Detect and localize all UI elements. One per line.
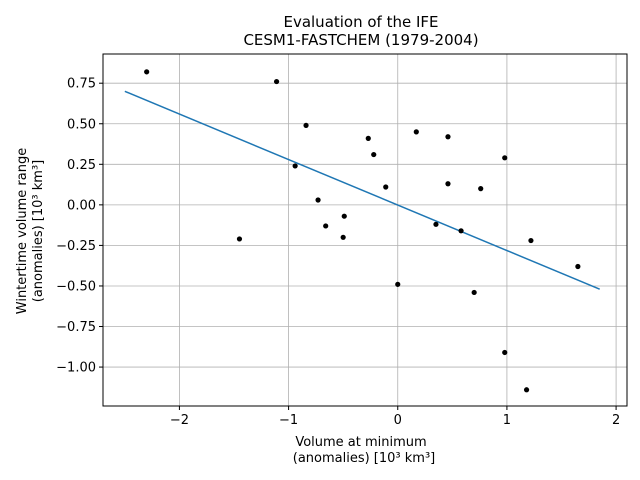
x-tick-label: 2 xyxy=(612,413,620,428)
plot-frame xyxy=(102,53,628,407)
data-point xyxy=(144,69,150,75)
grid xyxy=(103,54,627,406)
data-point xyxy=(478,186,484,192)
data-point xyxy=(523,387,530,393)
y-tick-label: 0.25 xyxy=(67,158,96,173)
data-point xyxy=(315,197,321,203)
data-point xyxy=(371,151,377,158)
data-point xyxy=(292,163,298,169)
data-point xyxy=(383,184,389,190)
data-point xyxy=(575,263,581,270)
data-point xyxy=(502,155,508,161)
y-axis-label-line2: (anomalies) [10³ km³] xyxy=(31,160,46,303)
data-point xyxy=(340,234,346,240)
y-tick-label: −0.75 xyxy=(56,320,96,335)
data-point xyxy=(236,236,243,242)
regression-line-layer xyxy=(124,90,600,290)
data-point xyxy=(433,221,439,227)
y-tick-label: 0.50 xyxy=(67,117,96,132)
data-point xyxy=(445,181,451,187)
x-axis-label-line2: (anomalies) [10³ km³] xyxy=(293,451,436,466)
x-tick-label: 1 xyxy=(503,413,511,428)
data-point xyxy=(502,349,508,356)
x-tick-label: −2 xyxy=(170,413,189,428)
x-tick-label: −1 xyxy=(279,413,298,428)
data-point xyxy=(341,213,347,219)
data-point xyxy=(323,223,329,229)
y-axis-label-line1: Wintertime volume range xyxy=(15,148,30,314)
data-point xyxy=(458,228,464,234)
x-tick-label: 0 xyxy=(394,413,402,428)
chart-title-line2: CESM1-FASTCHEM (1979-2004) xyxy=(243,31,478,49)
y-tick-label: 0.75 xyxy=(67,77,96,92)
data-point xyxy=(273,78,280,85)
chart-title-line1: Evaluation of the IFE xyxy=(283,13,438,31)
y-tick-label: −1.00 xyxy=(56,361,96,376)
y-tick-label: 0.00 xyxy=(67,198,96,213)
x-axis-label-line1: Volume at minimum xyxy=(295,435,426,450)
data-point xyxy=(303,122,309,128)
data-point xyxy=(445,134,451,140)
data-point xyxy=(471,289,477,296)
y-tick-label: −0.25 xyxy=(56,239,96,254)
data-point xyxy=(395,281,401,287)
data-point xyxy=(528,237,534,244)
data-point xyxy=(413,129,419,135)
x-axis-ticks: −2 −1 0 1 2 xyxy=(170,406,620,428)
data-points xyxy=(144,69,581,393)
data-point xyxy=(365,135,371,141)
y-tick-label: −0.50 xyxy=(56,279,96,294)
y-axis-ticks: −1.00 −0.75 −0.50 −0.25 0.00 0.25 0.50 0.75 xyxy=(56,77,103,376)
regression-line xyxy=(124,90,600,290)
